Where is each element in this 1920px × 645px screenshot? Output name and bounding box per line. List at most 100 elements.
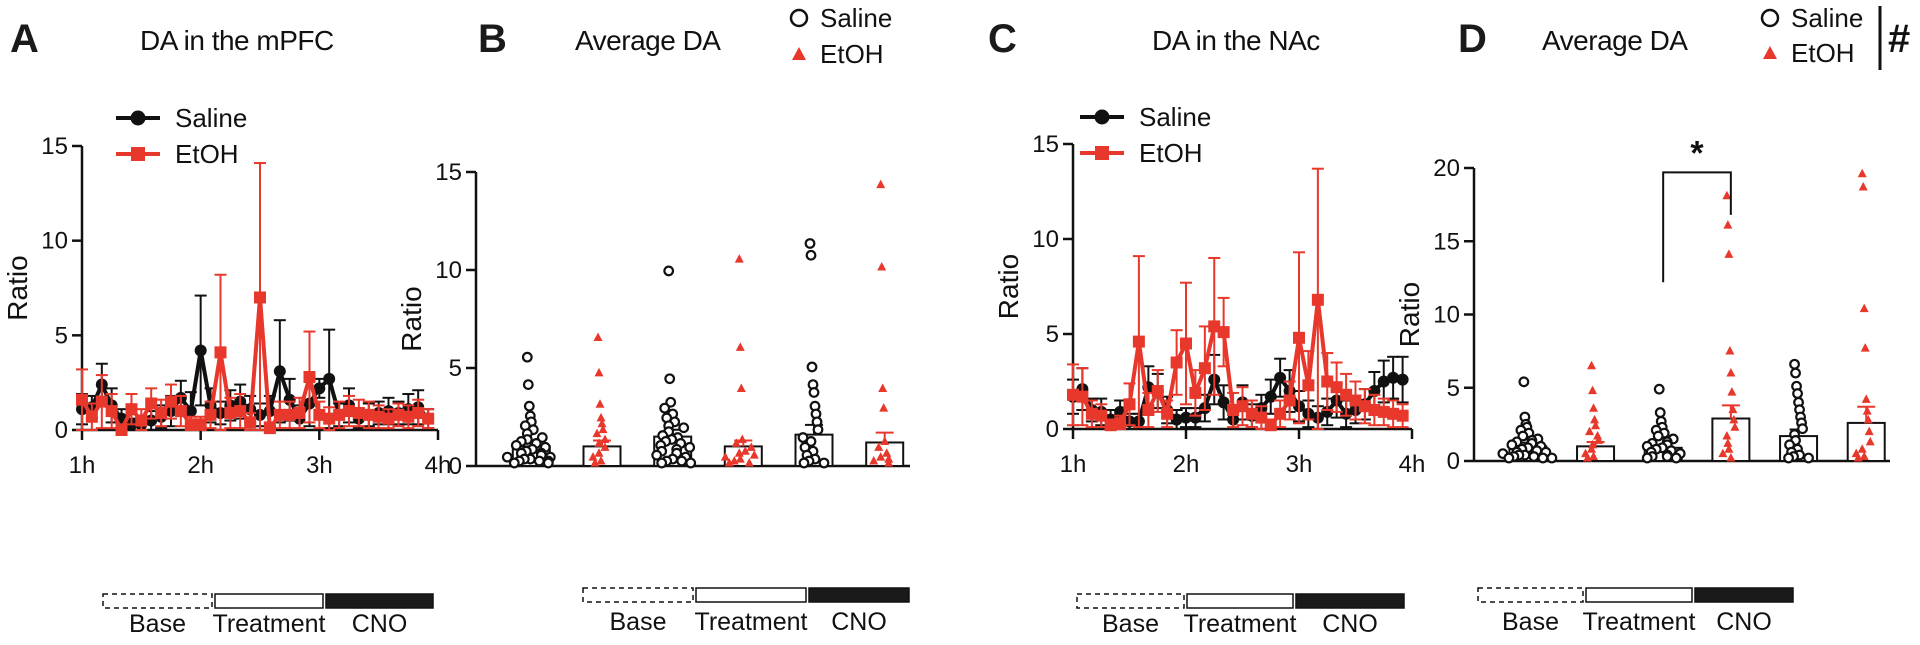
panel-d-data-point	[1783, 452, 1794, 464]
panel-b-y-tick-label: 15	[435, 159, 462, 186]
panel-c-point	[1067, 388, 1079, 401]
panel-c-phase-label-base: Base	[1102, 610, 1159, 638]
panel-b-y-tick-label: 0	[449, 453, 462, 480]
panel-d-data-point	[1860, 343, 1870, 352]
panel-c-point	[1274, 371, 1287, 384]
panel-d-data-point	[1670, 452, 1682, 464]
panel-c-phase-label-cno: CNO	[1322, 610, 1378, 638]
panel-b-group-etoh-treatment	[720, 254, 763, 467]
panel-b-data-point	[879, 403, 889, 412]
panel-d-data-point	[1857, 168, 1867, 178]
panel-d-data-point	[1654, 407, 1666, 418]
panel-a-x-tick-label: 3h	[306, 452, 333, 479]
panel-c-point	[1377, 405, 1390, 418]
panel-b-data-point	[724, 458, 734, 467]
panel-c-point	[1208, 320, 1221, 333]
panel-d-data-point	[1722, 190, 1732, 200]
panel-d-data-point	[1792, 388, 1803, 399]
panel-c-point	[1311, 293, 1324, 306]
panel-d-y-tick-label: 10	[1433, 302, 1460, 329]
panel-d-data-point	[1591, 420, 1601, 430]
panel-b-phase-bar-cno	[808, 587, 910, 603]
panel-a-phase-bar-cno	[325, 593, 434, 609]
panel-letter-c: C	[988, 17, 1017, 61]
panel-a-point	[333, 408, 346, 421]
panel-c-point	[1330, 381, 1343, 394]
panel-d-group-saline-cno	[1779, 358, 1819, 464]
panel-d-data-point	[1723, 438, 1733, 447]
panel-a-point	[244, 416, 257, 429]
panel-b-data-point	[590, 458, 600, 467]
panel-d-data-point	[1588, 385, 1598, 395]
panel-d-data-point	[1864, 426, 1874, 436]
panel-c-phase-bar-cno	[1295, 593, 1405, 609]
panel-d-data-point	[1857, 444, 1867, 453]
panel-d-data-point	[1718, 448, 1728, 458]
panel-b-data-point	[736, 383, 746, 393]
panel-d-data-point	[1789, 358, 1800, 370]
panel-letter-d: D	[1458, 17, 1487, 61]
panel-a-point	[263, 422, 276, 435]
panel-d-data-point	[1641, 452, 1653, 464]
panel-c-point	[1180, 411, 1192, 424]
panel-a-point	[174, 405, 187, 418]
panel-c-point	[1227, 404, 1240, 416]
panel-d-phase-label-treatment: Treatment	[1582, 608, 1695, 636]
panel-b-data-point	[522, 379, 534, 391]
panel-c-point	[1217, 326, 1230, 339]
panel-a-point	[283, 393, 296, 406]
panel-d-data-point	[1859, 451, 1869, 461]
panel-b-data-point	[735, 342, 745, 351]
panel-b-data-point	[676, 455, 688, 467]
panel-c-series-etoh	[1067, 167, 1409, 432]
panel-b-data-point	[594, 438, 604, 447]
panel-c-point	[1396, 373, 1409, 386]
panel-d-data-point	[1652, 430, 1664, 442]
panel-d-data-point	[1859, 303, 1869, 313]
panel-b-title: Average DA	[575, 25, 721, 56]
panel-a-point	[323, 372, 336, 385]
panel-d-data-point	[1728, 404, 1738, 414]
panel-a-point	[76, 393, 88, 406]
panel-a-point	[194, 344, 207, 357]
panel-a-point	[145, 414, 158, 427]
plot-d: 0 5 10 15 20 Ratio * Base Treatment CNO	[1394, 134, 1890, 636]
panel-c-point	[1170, 413, 1183, 426]
panel-a-point	[155, 406, 168, 419]
panel-b-data-point	[734, 448, 744, 457]
legend-a-saline-label: Saline	[175, 103, 247, 133]
panel-d-data-point	[1593, 431, 1603, 440]
panel-a-point	[303, 370, 316, 383]
panel-a-point	[125, 403, 138, 416]
panel-b-group-etoh-cno	[865, 179, 905, 468]
panel-a-point	[214, 346, 227, 359]
panel-d-y-tick-label: 15	[1433, 228, 1460, 255]
panel-c-y-tick-label: 0	[1046, 416, 1059, 443]
panel-a-point	[184, 418, 197, 431]
panel-a-point	[323, 412, 336, 425]
panel-c-point	[1264, 390, 1277, 403]
panel-b-phase-bar-treatment	[695, 587, 807, 603]
panel-a-y-tick-label: 15	[41, 133, 68, 160]
panel-a-y-tick-label: 10	[41, 228, 68, 255]
panel-b-data-point	[685, 457, 697, 469]
panel-c-x-tick-label: 2h	[1173, 451, 1200, 478]
panel-a-point	[412, 406, 425, 419]
panel-b-data-point	[880, 436, 890, 445]
panel-c-point	[1095, 409, 1108, 422]
panel-c-x-tick-label: 4h	[1399, 451, 1426, 478]
panel-a-point	[293, 406, 306, 419]
panel-d-data-point	[1803, 452, 1814, 464]
panel-b-data-point	[806, 361, 818, 373]
panel-b-phase-label-cno: CNO	[831, 608, 887, 636]
panel-b-data-point	[876, 452, 886, 461]
panel-b-data-point	[731, 438, 741, 447]
panel-d-data-point	[1537, 452, 1549, 464]
panel-a-phase-label-base: Base	[129, 610, 186, 638]
panel-b-data-point	[542, 457, 554, 469]
panel-b-y-axis-label: Ratio	[396, 286, 427, 351]
legend-b: Saline EtOH	[789, 3, 892, 69]
legend-a: Saline EtOH	[116, 103, 247, 169]
panel-b-data-point	[749, 450, 759, 459]
panel-b-data-point	[877, 262, 887, 271]
